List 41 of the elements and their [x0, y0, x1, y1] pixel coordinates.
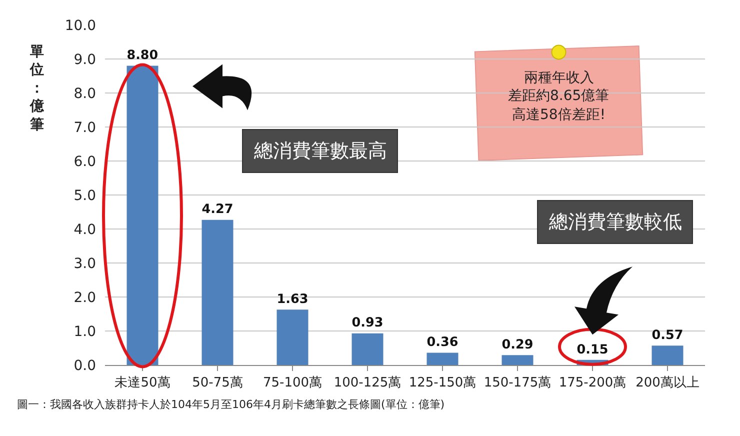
y-tick-label: 5.0: [74, 188, 96, 204]
x-tick-label: 200萬以上: [636, 376, 700, 391]
data-label: 8.80: [126, 47, 158, 62]
y-tick-label: 7.0: [74, 120, 96, 136]
x-tick-label: 未達50萬: [114, 376, 170, 391]
data-label: 0.29: [502, 337, 534, 352]
bar: [652, 346, 684, 365]
x-tick-label: 100-125萬: [334, 376, 402, 391]
x-tick-label: 150-175萬: [484, 376, 552, 391]
annotation: 兩種年收入: [524, 70, 594, 86]
y-tick-label: 3.0: [74, 256, 96, 272]
bar: [502, 355, 534, 365]
bar: [426, 352, 458, 365]
annotation: 高達58倍差距!: [512, 107, 606, 123]
data-label: 0.57: [652, 328, 684, 343]
bar: [352, 333, 384, 365]
x-tick-label: 125-150萬: [408, 376, 476, 391]
y-tick-label: 0.0: [74, 358, 96, 374]
x-tick-label: 50-75萬: [192, 376, 243, 391]
x-tick-label: 175-200萬: [558, 376, 626, 391]
data-label: 4.27: [202, 202, 234, 218]
annotation: 總消費筆數最高: [253, 140, 387, 162]
y-tick-label: 10.0: [64, 18, 96, 34]
bar: [126, 66, 158, 365]
data-label: 0.15: [576, 342, 608, 358]
data-label: 0.93: [352, 316, 384, 331]
data-label: 1.63: [276, 292, 308, 307]
annotation: 差距約8.65億筆: [508, 88, 610, 104]
y-tick-label: 2.0: [74, 290, 96, 306]
y-tick-label: 9.0: [74, 52, 96, 68]
y-tick-label: 1.0: [74, 324, 96, 340]
bar: [202, 220, 234, 365]
x-tick-label: 75-100萬: [262, 376, 322, 391]
annotation: 總消費筆數較低: [548, 211, 682, 233]
y-axis-title: 單位：億筆: [29, 44, 45, 133]
y-tick-label: 8.0: [74, 86, 96, 102]
data-label: 0.36: [426, 335, 458, 350]
y-tick-label: 4.0: [74, 222, 96, 238]
y-tick-label: 6.0: [74, 154, 96, 170]
bar: [276, 310, 308, 365]
text: 圖一：我國各收入族群持卡人於104年5月至106年4月刷卡總筆數之長條圖(單位：億筆): [17, 398, 445, 411]
